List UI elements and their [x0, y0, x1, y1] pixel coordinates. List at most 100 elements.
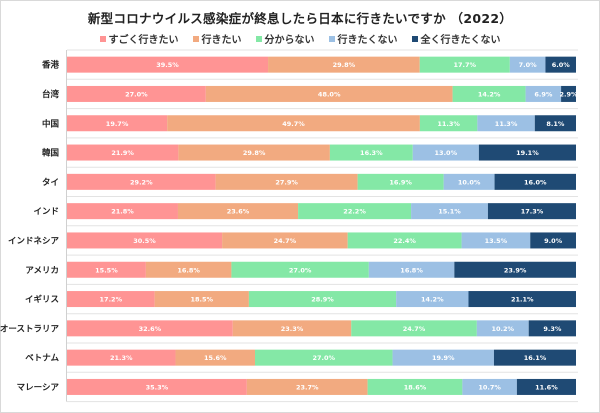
bar-segment [494, 173, 576, 190]
legend-label: 全く行きたくない [420, 35, 501, 46]
bar-segment [351, 320, 477, 337]
bar-segment [452, 85, 526, 102]
data-label: 10.2% [491, 325, 514, 333]
bar-segment [268, 56, 420, 73]
category-label: オーストラリア [0, 324, 59, 334]
data-label: 9.3% [543, 325, 562, 333]
legend-swatch [411, 35, 418, 42]
bar-segment [468, 291, 576, 308]
data-label: 29.8% [243, 149, 266, 157]
bar-segment [462, 378, 517, 395]
legend-label: すごく行きたい [108, 35, 179, 46]
bar-segment [357, 173, 444, 190]
data-label: 15.1% [438, 208, 461, 216]
bar-segment [231, 261, 369, 278]
data-label: 21.9% [111, 149, 134, 157]
data-label: 23.9% [504, 266, 527, 274]
category-label: マレーシア [17, 383, 60, 393]
data-label: 21.3% [110, 354, 133, 362]
data-label: 39.5% [156, 61, 179, 69]
legend-label: 行きたい [201, 35, 242, 46]
data-label: 23.6% [227, 208, 250, 216]
bar-segment [205, 85, 453, 102]
category-label: インドネシア [8, 235, 60, 246]
bar-segment [461, 232, 531, 249]
data-label: 19.9% [432, 354, 455, 362]
data-label: 11.3% [495, 120, 518, 128]
data-label: 16.1% [524, 354, 547, 362]
bar-segment [534, 115, 576, 132]
data-label: 23.7% [296, 383, 319, 391]
data-label: 28.9% [311, 296, 334, 304]
bar-segment [178, 144, 330, 161]
legend-swatch [255, 35, 262, 42]
bar-segment [392, 349, 494, 366]
bar-segment [411, 203, 488, 220]
data-label: 27.0% [289, 266, 312, 274]
data-label: 19.1% [516, 149, 539, 157]
bar-segment [67, 203, 178, 220]
data-label: 13.0% [435, 149, 458, 157]
data-label: 15.5% [95, 266, 118, 274]
data-label: 35.3% [146, 383, 169, 391]
category-label: イギリス [25, 294, 59, 305]
data-label: 17.7% [454, 61, 477, 69]
data-label: 23.3% [281, 325, 304, 333]
bar-segment [545, 56, 576, 73]
data-label: 27.9% [275, 178, 298, 186]
data-label: 29.8% [333, 61, 356, 69]
legend-item: 行きたい [192, 31, 242, 46]
bar-segment [67, 173, 216, 190]
bar-segment [476, 320, 529, 337]
bar-segment [487, 203, 576, 220]
legend-swatch [99, 35, 106, 42]
legend-item: 全く行きたくない [411, 31, 501, 46]
bar-segment [67, 144, 179, 161]
bar-segment [67, 349, 176, 366]
bar-segment [347, 232, 462, 249]
bar-segment [528, 320, 576, 337]
data-label: 16.8% [177, 266, 200, 274]
bar-segment [67, 378, 247, 395]
bar-segment [248, 291, 397, 308]
bar-segment [367, 378, 463, 395]
legend-item: すごく行きたい [99, 31, 179, 46]
bar-segment [145, 261, 232, 278]
data-label: 11.3% [437, 120, 460, 128]
data-label: 21.8% [111, 208, 134, 216]
legend: すごく行きたい 行きたい 分からない 行きたくない 全く行きたくない [0, 31, 600, 46]
bar-segment [493, 349, 576, 366]
data-label: 17.3% [521, 208, 544, 216]
bar-segment [419, 115, 478, 132]
chart-title: 新型コロナウイルス感染症が終息したら日本に行きたいですか （2022） [87, 11, 513, 26]
data-label: 48.0% [318, 90, 341, 98]
data-label: 2.9% [560, 90, 579, 98]
data-label: 16.8% [400, 266, 423, 274]
category-label: タイ [42, 177, 59, 188]
data-label: 18.5% [190, 296, 213, 304]
data-label: 14.2% [421, 296, 444, 304]
data-label: 9.0% [544, 237, 563, 245]
bar-segment [255, 349, 393, 366]
data-label: 30.5% [133, 237, 156, 245]
legend-swatch [192, 35, 199, 42]
category-label: 中国 [42, 118, 59, 129]
bar-segment [67, 56, 269, 73]
bar-segment [368, 261, 455, 278]
bar-segment [222, 232, 348, 249]
data-label: 22.4% [393, 237, 416, 245]
data-label: 6.9% [534, 90, 553, 98]
bar-segment [530, 232, 576, 249]
bar-segment [232, 320, 352, 337]
data-label: 11.6% [535, 383, 558, 391]
data-label: 27.0% [313, 354, 336, 362]
bar-segment [396, 291, 469, 308]
bar-segment [246, 378, 368, 395]
bar-segment [412, 144, 479, 161]
data-label: 29.2% [130, 178, 153, 186]
category-label: 香港 [41, 60, 60, 71]
data-label: 22.2% [343, 208, 366, 216]
data-label: 10.7% [478, 383, 501, 391]
bar-segment [67, 261, 146, 278]
data-label: 49.7% [282, 120, 305, 128]
